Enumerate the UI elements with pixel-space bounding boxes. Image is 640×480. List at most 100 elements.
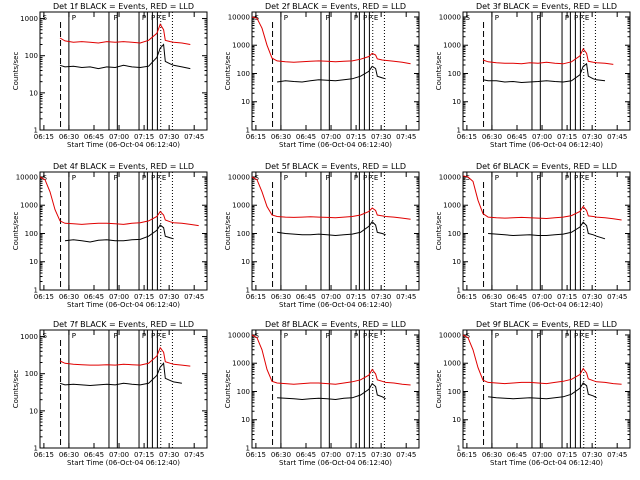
marker-letter: P [368, 14, 372, 22]
x-tick-label: 07:30 [371, 451, 391, 459]
plot-frame [39, 11, 208, 131]
y-tick-label: 1 [34, 445, 38, 453]
y-tick-label: 10000 [439, 331, 461, 339]
x-tick-label: 06:45 [296, 451, 316, 459]
series-events-line [482, 62, 606, 84]
marker-letter: P [325, 332, 329, 340]
marker-letter: P [368, 332, 372, 340]
x-tick-label: 07:30 [582, 451, 602, 459]
x-tick-label: 07:00 [109, 133, 129, 141]
marker-letter: P [151, 14, 155, 22]
x-tick-label: 07:30 [582, 133, 602, 141]
marker-letter: S [43, 174, 48, 182]
y-axis-label: Counts/sec [224, 52, 232, 91]
x-tick-label: 06:15 [457, 133, 477, 141]
x-tick-label: 07:15 [134, 293, 154, 301]
y-tick-label: 10 [452, 258, 461, 266]
panel-title: Det 7f BLACK = Events, RED = LLD [53, 320, 194, 329]
y-tick-label: 10 [452, 98, 461, 106]
series-lld-line [251, 334, 411, 386]
x-tick-label: 07:15 [346, 293, 366, 301]
y-tick-label: 1000 [443, 42, 461, 50]
marker-letter: P [565, 174, 569, 182]
series-events-line [488, 382, 597, 400]
panel-title: Det 5f BLACK = Events, RED = LLD [265, 162, 406, 171]
marker-letter: P [565, 14, 569, 22]
marker-letter: E [162, 332, 166, 340]
panel-title: Det 6f BLACK = Events, RED = LLD [476, 162, 617, 171]
x-tick-label: 07:45 [607, 293, 627, 301]
x-tick-label: 07:15 [346, 451, 366, 459]
x-axis-label: Start Time (06-Oct-04 06:12:40) [279, 459, 392, 467]
marker-letter: P [574, 174, 578, 182]
x-tick-label: 06:30 [482, 293, 502, 301]
x-tick-label: 07:30 [371, 133, 391, 141]
y-tick-label: 10 [241, 98, 250, 106]
marker-letter: S [466, 332, 471, 340]
plot-frame [462, 11, 631, 131]
x-tick-label: 06:45 [84, 451, 104, 459]
x-axis-label: Start Time (06-Oct-04 06:12:40) [490, 141, 603, 149]
marker-letter: P [536, 14, 540, 22]
y-axis-label: Counts/sec [435, 212, 443, 251]
panel-title: Det 9f BLACK = Events, RED = LLD [476, 320, 617, 329]
marker-letter: P [536, 332, 540, 340]
marker-letter: S [255, 174, 260, 182]
x-tick-label: 07:00 [532, 293, 552, 301]
marker-letter: P [363, 14, 367, 22]
y-tick-label: 100 [237, 388, 250, 396]
x-tick-label: 07:45 [184, 293, 204, 301]
y-tick-label: 10000 [228, 13, 250, 21]
y-axis-label: Counts/sec [12, 52, 20, 91]
marker-letter: P [565, 332, 569, 340]
y-tick-label: 1 [246, 287, 250, 295]
x-tick-label: 07:15 [134, 133, 154, 141]
x-tick-label: 06:30 [271, 133, 291, 141]
plot-frame [39, 329, 208, 449]
marker-letter: P [156, 14, 160, 22]
x-axis-label: Start Time (06-Oct-04 06:12:40) [279, 141, 392, 149]
marker-letter: E [162, 14, 166, 22]
plot-frame [251, 171, 420, 291]
plot-frame [39, 171, 208, 291]
y-tick-label: 1000 [443, 202, 461, 210]
y-tick-label: 100 [448, 70, 461, 78]
x-tick-label: 07:15 [557, 293, 577, 301]
panel-title: Det 3f BLACK = Events, RED = LLD [476, 2, 617, 11]
y-tick-label: 1000 [20, 202, 38, 210]
marker-letter: P [579, 14, 583, 22]
plot-frame [462, 171, 631, 291]
y-tick-label: 1 [246, 445, 250, 453]
y-tick-label: 100 [237, 70, 250, 78]
marker-letter: P [113, 14, 117, 22]
marker-letter: P [363, 332, 367, 340]
marker-letter: P [113, 332, 117, 340]
y-tick-label: 1000 [232, 202, 250, 210]
x-tick-label: 06:30 [482, 451, 502, 459]
panel-title: Det 4f BLACK = Events, RED = LLD [53, 162, 194, 171]
y-tick-label: 1 [457, 287, 461, 295]
marker-letter: P [363, 174, 367, 182]
x-tick-label: 07:30 [159, 451, 179, 459]
x-tick-label: 06:45 [507, 293, 527, 301]
marker-letter: P [325, 174, 329, 182]
series-lld-line [59, 346, 191, 367]
panel-title: Det 1f BLACK = Events, RED = LLD [53, 2, 194, 11]
series-lld-line [462, 175, 622, 221]
y-tick-label: 10000 [439, 13, 461, 21]
y-tick-label: 10 [29, 89, 38, 97]
y-tick-label: 1000 [20, 15, 38, 23]
y-tick-label: 1 [34, 287, 38, 295]
series-lld-line [482, 47, 614, 65]
x-tick-label: 07:15 [557, 133, 577, 141]
x-tick-label: 07:45 [607, 451, 627, 459]
x-tick-label: 07:45 [396, 451, 416, 459]
marker-letter: S [43, 14, 48, 22]
y-tick-label: 100 [25, 370, 38, 378]
x-axis-label: Start Time (06-Oct-04 06:12:40) [279, 301, 392, 309]
x-axis-label: Start Time (06-Oct-04 06:12:40) [67, 301, 180, 309]
